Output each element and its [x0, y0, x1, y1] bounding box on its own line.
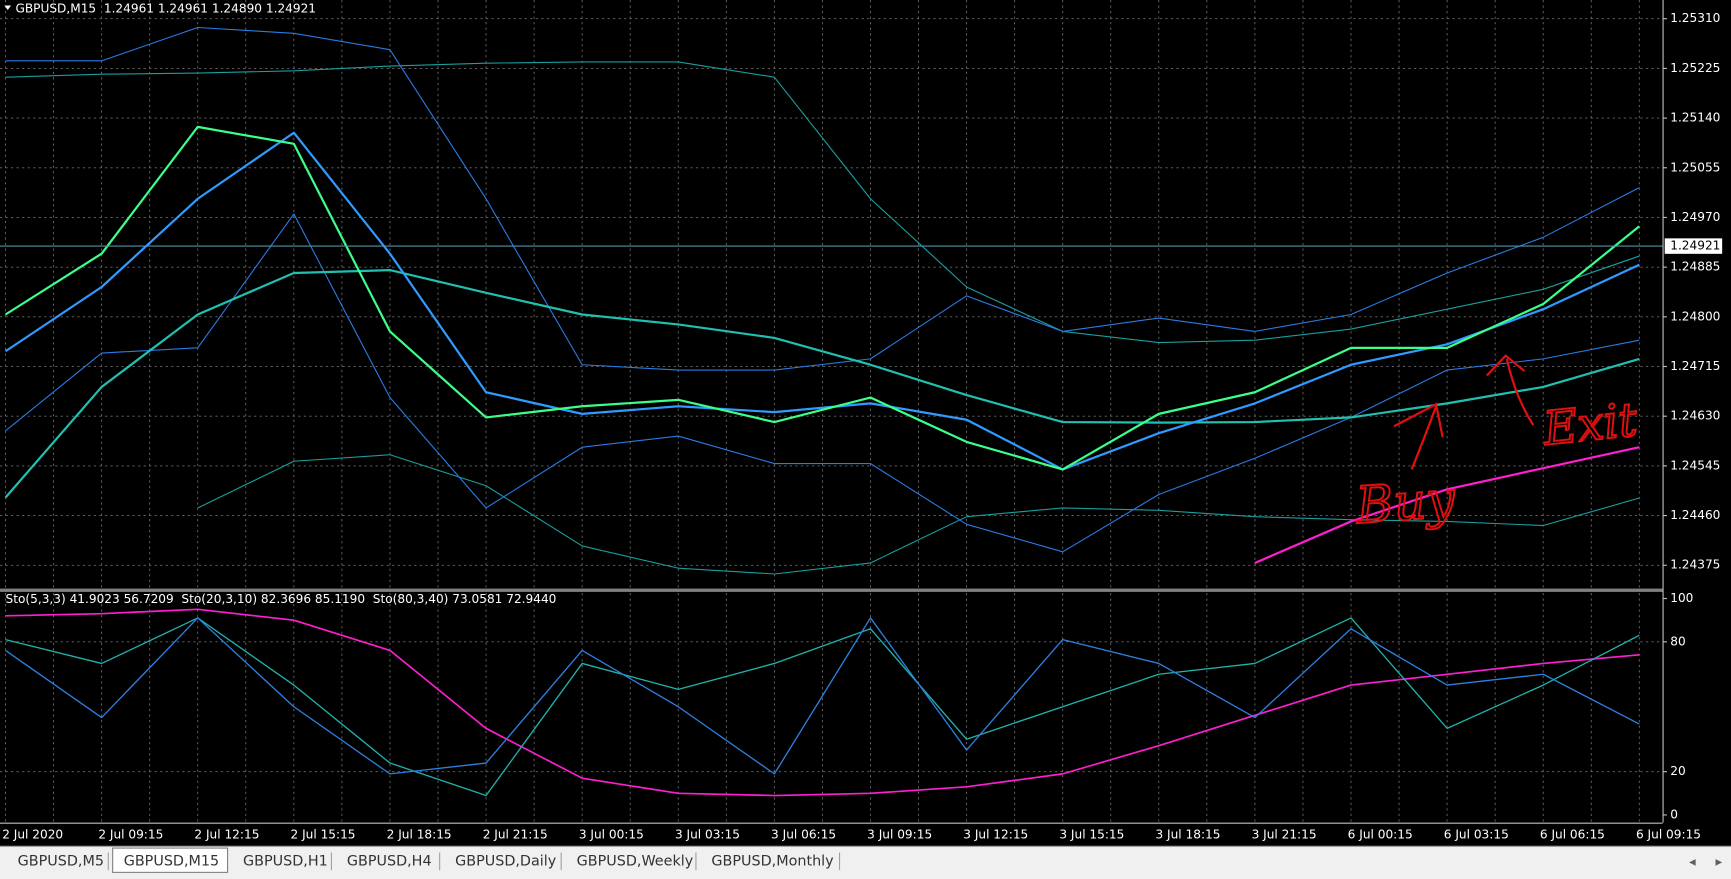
y-tick-label: 1.25140 [1670, 111, 1720, 125]
tab-scroll-arrows[interactable] [1689, 859, 1723, 866]
tab[interactable]: GBPUSD,M15 [124, 853, 219, 869]
indicator-line [5, 26, 1640, 371]
collapse-icon[interactable] [4, 5, 12, 10]
exit-arrow [1486, 354, 1535, 426]
x-tick-label: 3 Jul 18:15 [1155, 827, 1220, 841]
y-tick-label: 1.24545 [1670, 458, 1720, 472]
y-tick-label: 80 [1670, 634, 1685, 648]
indicator-line [5, 608, 1640, 797]
indicator-line [1254, 446, 1640, 564]
y-tick-label: 1.24970 [1670, 210, 1720, 224]
indicator-line [5, 617, 1640, 775]
tab[interactable]: GBPUSD,Weekly [577, 853, 694, 869]
y-tick-label: 100 [1670, 591, 1693, 605]
x-tick-label: 3 Jul 00:15 [579, 827, 644, 841]
y-tick-label: 1.25310 [1670, 11, 1720, 25]
y-tick-label: 20 [1670, 764, 1685, 778]
y-tick-label: 1.24715 [1670, 359, 1720, 373]
grid-layer [0, 0, 1663, 823]
y-tick-label: 1.24375 [1670, 558, 1720, 572]
current-price-label: 1.24921 [1670, 239, 1720, 253]
x-tick-label: 3 Jul 12:15 [963, 827, 1028, 841]
mark-layer [0, 26, 1663, 797]
y-tick-label: 1.25225 [1670, 61, 1720, 75]
panel-divider [0, 588, 1663, 592]
x-tick-label: 6 Jul 09:15 [1636, 827, 1701, 841]
stoch-header: Sto(5,3,3) 41.9023 56.7209 Sto(20,3,10) … [6, 592, 557, 606]
buy-arrow [1393, 402, 1444, 470]
y-tick-label: 0 [1670, 807, 1678, 821]
x-tick-label: 2 Jul 2020 [2, 827, 63, 841]
x-tick-label: 2 Jul 12:15 [194, 827, 259, 841]
x-tick-label: 3 Jul 03:15 [675, 827, 740, 841]
x-tick-label: 3 Jul 21:15 [1252, 827, 1317, 841]
x-tick-label: 2 Jul 15:15 [291, 827, 356, 841]
x-tick-label: 3 Jul 06:15 [771, 827, 836, 841]
indicator-line [4, 269, 1640, 499]
y-tick-label: 1.24885 [1670, 260, 1720, 274]
tab[interactable]: GBPUSD,Daily [455, 853, 557, 869]
tab-active[interactable] [112, 847, 229, 873]
hand-arrows [1393, 354, 1535, 470]
x-tick-label: 3 Jul 15:15 [1059, 827, 1124, 841]
tab[interactable]: GBPUSD,H4 [347, 853, 432, 869]
indicator-line [4, 131, 1640, 471]
annotation: Exit [1540, 392, 1640, 456]
indicator-line [5, 617, 1640, 797]
indicator-line [4, 125, 1641, 471]
y-tick-label: 1.25055 [1670, 160, 1720, 174]
tab[interactable]: GBPUSD,Monthly [711, 853, 834, 869]
tab[interactable]: GBPUSD,H1 [243, 853, 328, 869]
x-tick-label: 6 Jul 03:15 [1444, 827, 1509, 841]
main-header: GBPUSD,M15 1.24961 1.24961 1.24890 1.249… [15, 1, 316, 15]
annotation: Buy [1353, 469, 1458, 535]
tab[interactable]: GBPUSD,M5 [18, 853, 104, 869]
x-tick-label: 2 Jul 09:15 [98, 827, 163, 841]
x-tick-label: 3 Jul 09:15 [867, 827, 932, 841]
indicator-line [5, 213, 1640, 553]
y-tick-label: 1.24630 [1670, 409, 1720, 423]
y-tick-label: 1.24800 [1670, 309, 1720, 323]
x-tick-label: 6 Jul 00:15 [1348, 827, 1413, 841]
indicator-line [5, 61, 1640, 344]
y-tick-label: 1.24460 [1670, 508, 1720, 522]
x-tick-label: 2 Jul 18:15 [387, 827, 452, 841]
x-tick-label: 6 Jul 06:15 [1540, 827, 1605, 841]
indicator-line [197, 454, 1640, 575]
tab-bar [0, 845, 1731, 879]
x-tick-label: 2 Jul 21:15 [483, 827, 548, 841]
current-price-tag [1664, 238, 1723, 254]
